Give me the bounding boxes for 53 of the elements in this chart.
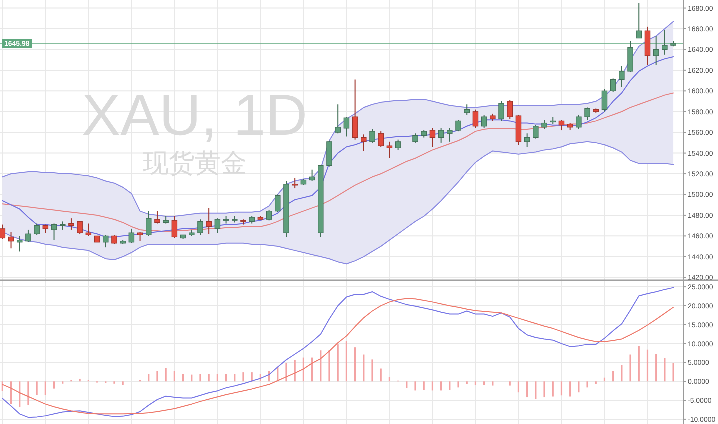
candlestick [335, 104, 341, 134]
candlestick [154, 210, 160, 224]
candlestick [309, 169, 316, 182]
candlestick [481, 114, 488, 129]
candlestick [275, 194, 281, 213]
candlestick [206, 208, 212, 235]
candlestick [16, 236, 23, 252]
candlestick [456, 120, 462, 132]
candlestick [438, 128, 444, 144]
candlestick [214, 218, 221, 234]
candlestick [137, 232, 144, 242]
candlestick [198, 219, 204, 236]
candlestick [128, 228, 135, 244]
candlestick [464, 104, 470, 116]
candlestick [266, 210, 272, 222]
candlestick [412, 133, 418, 144]
candlestick [370, 128, 376, 144]
candlestick [77, 221, 83, 235]
candlestick [636, 2, 642, 39]
candlestick [8, 232, 14, 250]
candlestick [172, 216, 178, 239]
candlestick [507, 100, 513, 120]
candlestick [558, 120, 565, 132]
candlestick [146, 210, 152, 237]
candlestick [361, 134, 367, 152]
candlestick [430, 128, 436, 148]
candlestick [344, 116, 350, 138]
candlestick [472, 109, 479, 129]
candlestick [584, 107, 590, 121]
candlestick [395, 139, 402, 151]
candlestick [26, 229, 32, 243]
candlestick [524, 133, 530, 148]
candlestick [533, 124, 539, 140]
candlestick [112, 234, 118, 245]
candlestick [326, 140, 332, 168]
candlestick [619, 66, 625, 88]
candlestick [352, 79, 358, 140]
candlestick [576, 114, 582, 130]
line-series [2, 21, 674, 217]
candlestick [378, 131, 384, 148]
candlestick [0, 224, 6, 240]
candlestick [103, 234, 109, 248]
candlestick [34, 223, 40, 236]
candlestick [68, 218, 74, 230]
candlestick [610, 78, 616, 93]
candlestick [602, 88, 608, 112]
candlestick [447, 128, 453, 142]
candlestick [542, 120, 548, 130]
candlestick [386, 141, 393, 159]
candlestick [51, 223, 58, 241]
candlestick [292, 178, 298, 190]
candlestick [86, 223, 92, 237]
candlestick [498, 101, 504, 122]
